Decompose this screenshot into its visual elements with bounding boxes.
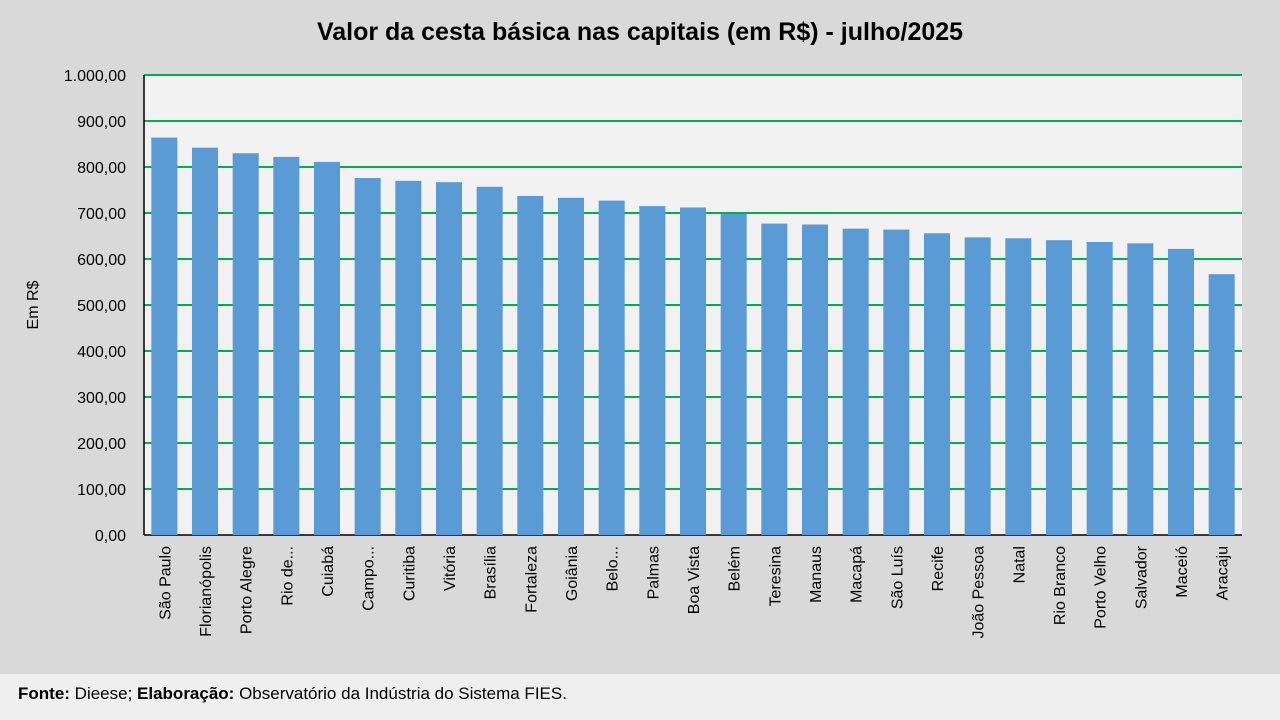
- y-tick-label: 500,00: [77, 298, 126, 315]
- source-footer: Fonte: Dieese; Elaboração: Observatório …: [0, 674, 1280, 720]
- bar: [476, 186, 503, 535]
- bar: [801, 224, 829, 535]
- elaboration-label: Elaboração:: [137, 684, 235, 703]
- y-axis-label: Em R$: [25, 280, 42, 329]
- x-tick-label: Palmas: [645, 546, 662, 599]
- x-tick-label: João Pessoa: [971, 546, 988, 639]
- x-tick-label: Brasília: [483, 546, 500, 599]
- y-tick-label: 0,00: [95, 528, 126, 545]
- bar: [639, 206, 666, 535]
- y-tick-label: 1.000,00: [64, 68, 126, 85]
- x-tick-label: Recife: [930, 546, 947, 591]
- bar: [273, 156, 300, 535]
- x-tick-label: São Paulo: [157, 546, 174, 620]
- x-tick-label: Salvador: [1133, 545, 1150, 609]
- x-axis-ticks: São Paulo Florianópolis Porto Alegre Rio de…: [157, 545, 1231, 638]
- x-tick-label: Curitiba: [401, 546, 418, 601]
- bar: [923, 233, 951, 536]
- x-tick-label: São Luís: [889, 546, 906, 609]
- bar: [313, 161, 341, 535]
- bar: [1127, 243, 1154, 536]
- chart-title: Valor da cesta básica nas capitais (em R…: [316, 18, 964, 46]
- x-tick-label: Campo...: [361, 546, 378, 611]
- bar: [1086, 241, 1113, 536]
- y-tick-label: 800,00: [77, 160, 126, 177]
- x-tick-label: Maceió: [1174, 546, 1191, 598]
- bar: [191, 147, 219, 535]
- y-tick-label: 900,00: [77, 114, 126, 131]
- bars: [151, 137, 1235, 536]
- bar: [1167, 248, 1195, 535]
- x-tick-label: Porto Velho: [1093, 546, 1110, 629]
- bar: [395, 180, 422, 536]
- x-tick-label: Boa Vista: [686, 546, 703, 614]
- bar: [557, 197, 585, 535]
- bar: [1005, 238, 1032, 536]
- x-tick-label: Belém: [727, 546, 744, 591]
- x-tick-label: Macapá: [849, 546, 866, 603]
- bar: [679, 207, 707, 536]
- bar: [761, 223, 788, 535]
- y-tick-label: 100,00: [77, 482, 126, 499]
- bar: [842, 228, 869, 535]
- source-text: Dieese;: [69, 684, 138, 703]
- y-tick-label: 700,00: [77, 206, 126, 223]
- bar: [598, 200, 625, 535]
- x-tick-label: Vitória: [442, 546, 459, 591]
- y-tick-label: 400,00: [77, 344, 126, 361]
- bar: [151, 137, 178, 535]
- bar: [435, 182, 463, 535]
- x-tick-label: Natal: [1011, 546, 1028, 583]
- bar: [1045, 240, 1073, 535]
- x-tick-label: Fortaleza: [523, 546, 540, 613]
- bar: [964, 237, 991, 535]
- x-tick-label: Rio Branco: [1052, 546, 1069, 625]
- bar: [720, 213, 747, 536]
- x-tick-label: Manaus: [808, 546, 825, 603]
- x-tick-label: Aracaju: [1215, 546, 1232, 600]
- bar: [1208, 274, 1235, 535]
- x-tick-label: Belo...: [605, 546, 622, 591]
- x-tick-label: Goiânia: [564, 546, 581, 601]
- y-tick-label: 300,00: [77, 390, 126, 407]
- x-tick-label: Rio de...: [279, 546, 296, 606]
- elaboration-text: Observatório da Indústria do Sistema FIE…: [234, 684, 567, 703]
- y-tick-label: 600,00: [77, 252, 126, 269]
- bar: [517, 195, 544, 536]
- y-tick-label: 200,00: [77, 436, 126, 453]
- bar: [232, 153, 259, 535]
- x-tick-label: Cuiabá: [320, 546, 337, 597]
- source-label: Fonte:: [18, 684, 70, 703]
- y-axis-ticks: 0,00 100,00 200,00 300,00 400,00 500,00 600,00…: [64, 68, 126, 545]
- bar-chart: 0,00 100,00 200,00 300,00 400,00 500,00 600,00…: [25, 68, 1242, 639]
- x-tick-label: Teresina: [767, 546, 784, 607]
- x-tick-label: Florianópolis: [198, 546, 215, 637]
- bar: [354, 178, 381, 536]
- x-tick-label: Porto Alegre: [239, 546, 256, 634]
- bar: [883, 229, 910, 535]
